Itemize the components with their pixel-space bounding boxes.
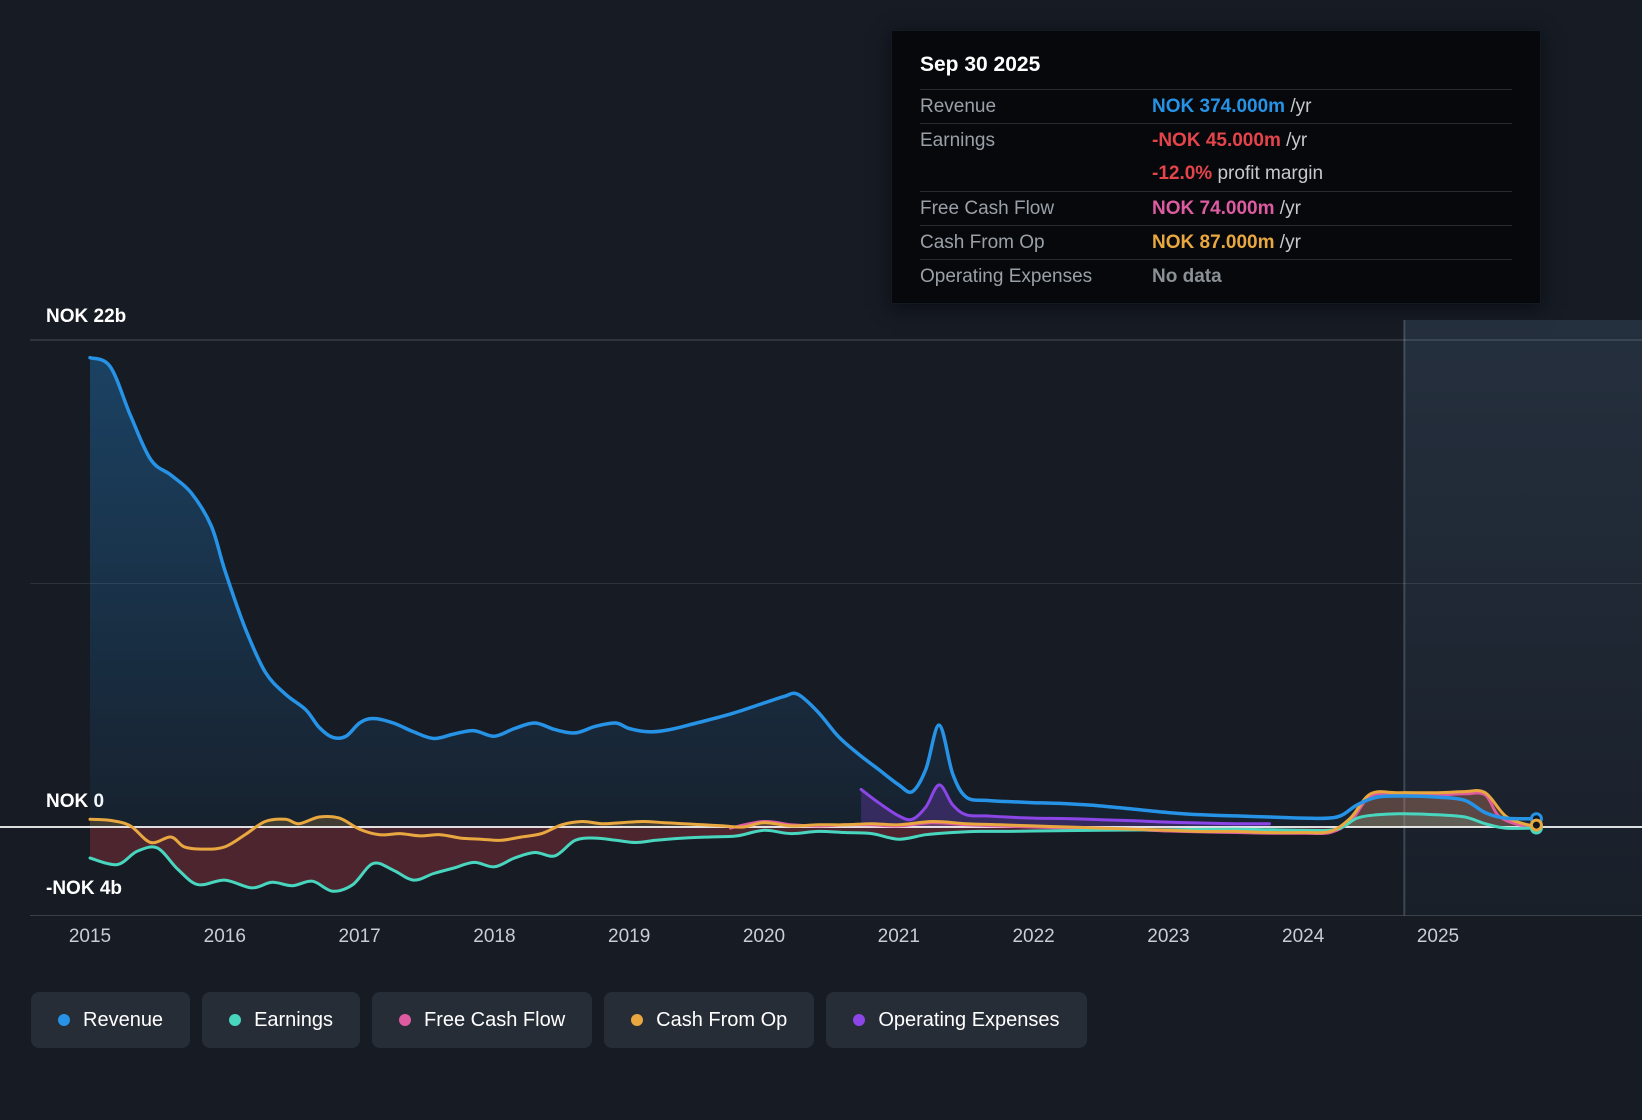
revenue-color-dot [58, 1014, 70, 1026]
tooltip-value: NOK 74.000m [1152, 197, 1275, 219]
tooltip-suffix: profit margin [1217, 163, 1324, 184]
y-axis-label-bottom: -NOK 4b [46, 878, 122, 899]
svg-text:2020: 2020 [743, 926, 785, 947]
legend-operating-expenses[interactable]: Operating Expenses [826, 992, 1087, 1048]
tooltip-row-cash-from-op: Cash From Op NOK 87.000m /yr [920, 225, 1512, 259]
y-axis-label-top: NOK 22b [46, 306, 127, 327]
tooltip-value: NOK 374.000m [1152, 95, 1286, 117]
chart-legend: Revenue Earnings Free Cash Flow Cash Fro… [31, 992, 1087, 1048]
svg-text:2016: 2016 [204, 926, 246, 947]
tooltip-date: Sep 30 2025 [920, 53, 1041, 76]
tooltip-row-free-cash-flow: Free Cash Flow NOK 74.000m /yr [920, 191, 1512, 225]
tooltip-value: -NOK 45.000m [1152, 129, 1281, 151]
legend-label-free-cash-flow: Free Cash Flow [424, 1008, 566, 1031]
tooltip-row-revenue: Revenue NOK 374.000m /yr [920, 89, 1512, 123]
legend-cash-from-op[interactable]: Cash From Op [604, 992, 815, 1048]
legend-label-operating-expenses: Operating Expenses [878, 1008, 1060, 1031]
y-axis-label-zero: NOK 0 [46, 791, 105, 812]
tooltip-value: -12.0% [1152, 163, 1213, 184]
tooltip-value: No data [1152, 265, 1222, 287]
tooltip-value: NOK 87.000m [1152, 231, 1275, 253]
chart-tooltip: Sep 30 2025 Revenue NOK 374.000m /yr Ear… [891, 30, 1541, 304]
tooltip-suffix: /yr [1279, 231, 1301, 253]
tooltip-label: Revenue [920, 95, 997, 117]
tooltip-suffix: /yr [1290, 95, 1312, 117]
tooltip-row-profit-margin: -12.0% profit margin [920, 157, 1512, 191]
tooltip-row-earnings: Earnings -NOK 45.000m /yr [920, 123, 1512, 157]
tooltip-suffix: /yr [1286, 129, 1308, 151]
tooltip-suffix: /yr [1279, 197, 1301, 219]
tooltip-label: Free Cash Flow [920, 197, 1055, 219]
tooltip-row-operating-expenses: Operating Expenses No data [920, 259, 1512, 293]
earnings-color-dot [229, 1014, 242, 1026]
svg-text:2019: 2019 [608, 926, 650, 947]
tooltip-label: Cash From Op [920, 231, 1045, 253]
svg-text:2025: 2025 [1417, 926, 1459, 947]
operating-expenses-color-dot [853, 1014, 866, 1026]
svg-text:2023: 2023 [1147, 926, 1189, 947]
legend-free-cash-flow[interactable]: Free Cash Flow [372, 992, 593, 1048]
svg-text:2024: 2024 [1282, 926, 1325, 947]
financial-history-chart[interactable]: 2015 2016 2017 2018 2019 2020 2021 2022 2023 2024… [0, 300, 1642, 960]
legend-label-revenue: Revenue [83, 1008, 164, 1031]
legend-revenue[interactable]: Revenue [31, 992, 191, 1048]
legend-label-cash-from-op: Cash From Op [656, 1008, 788, 1031]
svg-text:2015: 2015 [69, 926, 111, 947]
svg-text:2021: 2021 [878, 926, 920, 947]
legend-earnings[interactable]: Earnings [202, 992, 360, 1048]
free-cash-flow-color-dot [399, 1014, 411, 1026]
tooltip-label: Earnings [920, 129, 995, 151]
tooltip-label: Operating Expenses [920, 265, 1093, 287]
legend-label-earnings: Earnings [254, 1008, 333, 1031]
svg-text:2018: 2018 [473, 926, 515, 947]
svg-text:2017: 2017 [338, 926, 380, 947]
cash-from-op-color-dot [631, 1014, 644, 1026]
svg-text:2022: 2022 [1012, 926, 1054, 947]
